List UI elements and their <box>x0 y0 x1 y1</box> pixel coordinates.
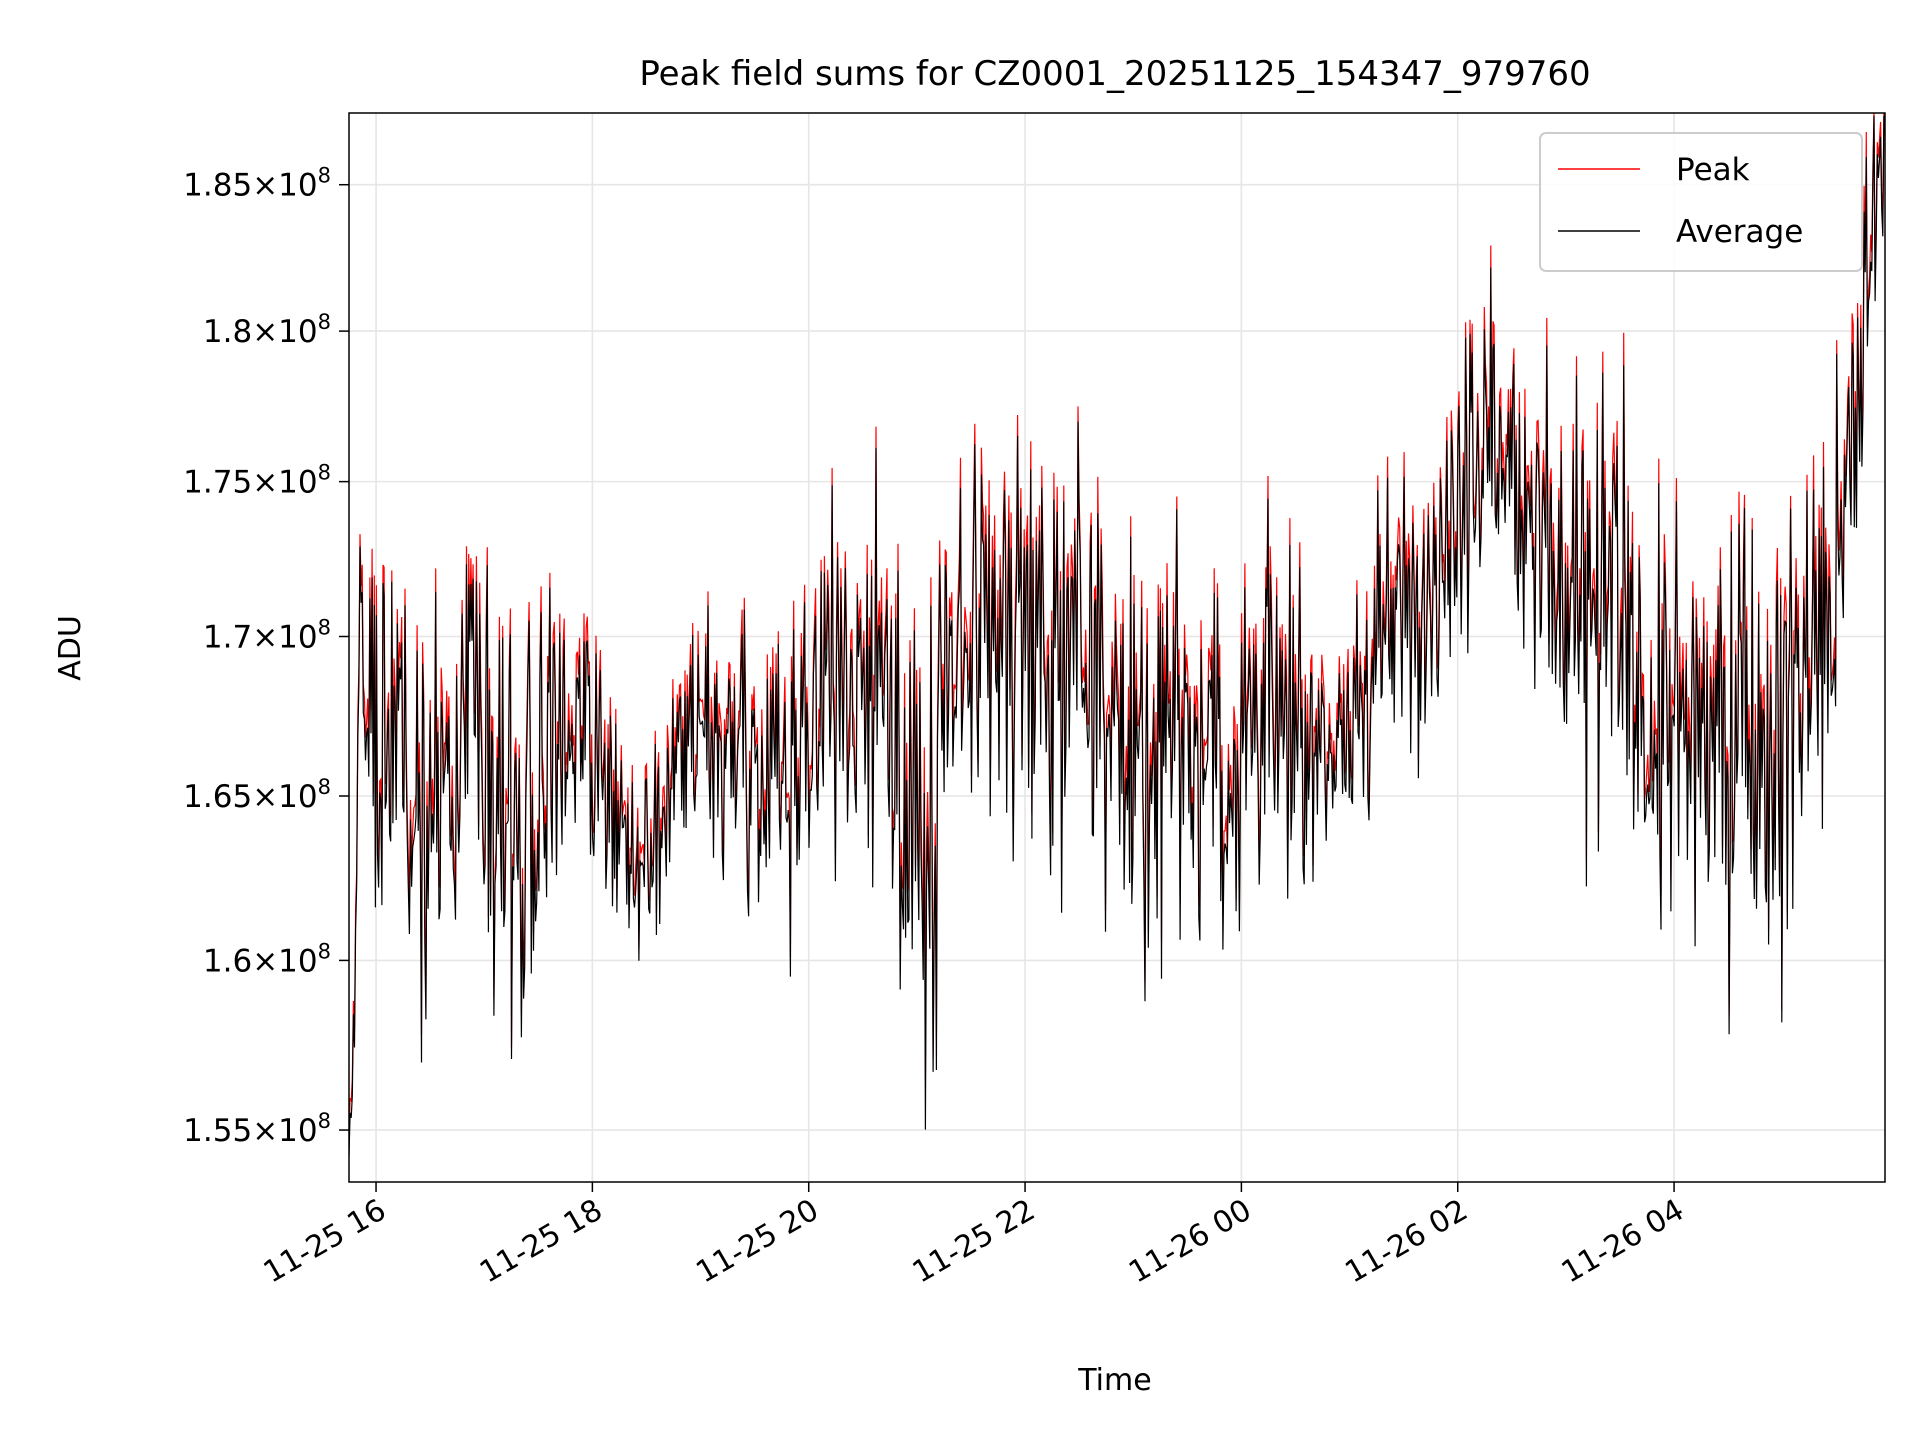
plot-frame <box>348 112 1886 1183</box>
y-axis-label: ADU <box>53 615 88 681</box>
legend-label-average: Average <box>1676 214 1803 250</box>
y-axis: 1.55×108 1.6×108 1.65×108 1.7×108 1.75×108 1.… <box>183 164 349 1149</box>
plot-area <box>349 113 1885 1157</box>
y-tick-label: 1.75×108 <box>183 461 331 501</box>
y-tick-label: 1.6×108 <box>203 939 331 979</box>
chart-title: Peak field sums for CZ0001_20251125_1543… <box>639 54 1590 94</box>
legend-label-peak: Peak <box>1676 152 1750 188</box>
y-tick-label: 1.65×108 <box>183 775 331 815</box>
legend-box <box>1539 132 1863 272</box>
legend: Peak Average <box>1539 132 1863 272</box>
y-tick-label: 1.7×108 <box>203 616 331 656</box>
y-tick-label: 1.85×108 <box>183 164 331 204</box>
series-line-average <box>349 115 1885 1157</box>
y-tick-label: 1.8×108 <box>203 310 331 350</box>
y-tick-label: 1.55×108 <box>183 1109 331 1149</box>
x-axis-label: Time <box>1077 1363 1151 1398</box>
